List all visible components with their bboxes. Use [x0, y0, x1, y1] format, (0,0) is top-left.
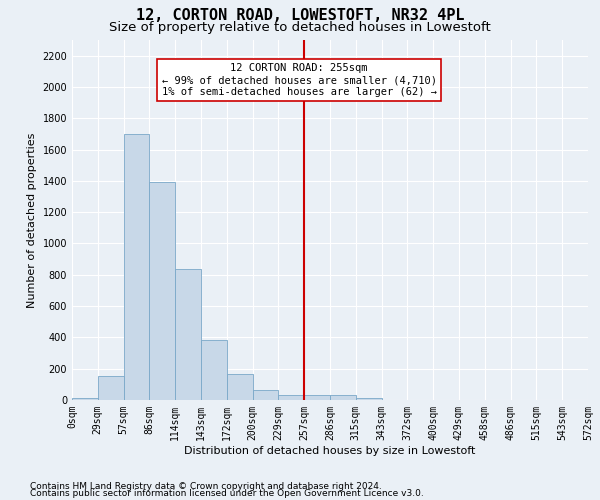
Bar [253, 390, 278, 400]
Text: 12 CORTON ROAD: 255sqm
← 99% of detached houses are smaller (4,710)
1% of semi-d: 12 CORTON ROAD: 255sqm ← 99% of detached… [161, 64, 437, 96]
Bar [278, 394, 304, 400]
Bar [72, 398, 98, 400]
Text: 12, CORTON ROAD, LOWESTOFT, NR32 4PL: 12, CORTON ROAD, LOWESTOFT, NR32 4PL [136, 8, 464, 22]
Bar [175, 268, 201, 400]
Bar [356, 398, 382, 400]
Bar [201, 340, 227, 400]
Bar [304, 396, 330, 400]
Bar [330, 396, 356, 400]
Y-axis label: Number of detached properties: Number of detached properties [27, 132, 37, 308]
Bar [149, 182, 175, 400]
Bar [227, 374, 253, 400]
Bar [98, 376, 124, 400]
X-axis label: Distribution of detached houses by size in Lowestoft: Distribution of detached houses by size … [184, 446, 476, 456]
Text: Size of property relative to detached houses in Lowestoft: Size of property relative to detached ho… [109, 21, 491, 34]
Text: Contains HM Land Registry data © Crown copyright and database right 2024.: Contains HM Land Registry data © Crown c… [30, 482, 382, 491]
Text: Contains public sector information licensed under the Open Government Licence v3: Contains public sector information licen… [30, 489, 424, 498]
Bar [124, 134, 149, 400]
